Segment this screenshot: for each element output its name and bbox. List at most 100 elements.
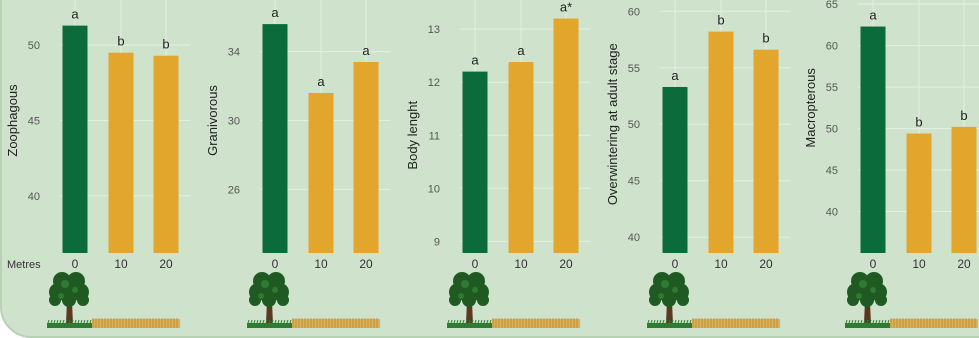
tree-canopy — [262, 293, 276, 307]
tree-canopy — [77, 294, 89, 306]
grass-blade — [869, 319, 872, 324]
grass-blade — [47, 319, 50, 324]
bar — [508, 62, 534, 253]
grass-strip-icon — [247, 319, 292, 328]
y-axis-title: Macropterous — [803, 68, 818, 148]
grass-blade — [860, 319, 863, 324]
grass-strip — [647, 323, 692, 328]
significance-letter: a — [362, 43, 370, 58]
chart-panel: 40 45 50 55 60 a 0 b 10 b 20 Overwintering at adult… — [605, 0, 790, 328]
grass-blade — [851, 319, 854, 324]
significance-letter: b — [117, 34, 124, 49]
grass-blade — [262, 319, 265, 324]
tree-canopy — [667, 272, 685, 290]
grass-blade — [689, 319, 692, 324]
y-tick-label: 60 — [826, 41, 838, 53]
tree-canopy — [677, 294, 689, 306]
grass-blade — [662, 319, 665, 324]
grass-blade — [62, 319, 65, 324]
bar — [906, 133, 932, 253]
x-tick-label: 20 — [159, 257, 173, 271]
tree-canopy-highlight — [58, 293, 64, 299]
grass-blade — [848, 319, 851, 324]
grass-blade — [50, 319, 53, 324]
grass-blade — [89, 319, 92, 324]
wheat-field — [92, 319, 180, 328]
y-tick-label: 34 — [228, 47, 240, 59]
y-tick-label: 10 — [428, 183, 440, 195]
grass-blade — [653, 319, 656, 324]
grass-blade — [456, 319, 459, 324]
chart-panel: 40 45 50 55 60 65 a 0 b 10 b 20 Macropterous — [803, 0, 979, 328]
grass-blade — [74, 319, 77, 324]
landscape-illustration — [845, 272, 978, 328]
tree-canopy — [249, 294, 261, 306]
grass-blade — [453, 319, 456, 324]
grass-blade — [854, 319, 857, 324]
grass-blade — [259, 319, 262, 324]
grass-blade — [280, 319, 283, 324]
x-tick-label: 0 — [72, 257, 79, 271]
significance-letter: b — [915, 115, 922, 130]
grass-blade — [875, 319, 878, 324]
tree-icon — [847, 272, 887, 324]
tree-canopy-highlight — [661, 280, 669, 288]
grass-blade — [483, 319, 486, 324]
y-tick-label: 50 — [628, 119, 640, 131]
grass-blade — [256, 319, 259, 324]
y-tick-label: 40 — [628, 232, 640, 244]
tree-canopy-highlight — [272, 287, 278, 293]
tree-canopy — [649, 294, 661, 306]
tree-canopy — [865, 272, 883, 290]
tree-icon — [449, 272, 489, 324]
chart-panel: 40 45 50 a 0 b 10 b 20 Zoophagous — [5, 0, 190, 328]
y-tick-label: 60 — [628, 6, 640, 18]
landscape-illustration — [247, 272, 380, 328]
wheat-field-icon — [692, 318, 780, 328]
y-tick-label: 26 — [228, 184, 240, 196]
wheat-field-icon — [292, 318, 380, 328]
grass-strip-icon — [47, 319, 92, 328]
grass-blade — [274, 319, 277, 324]
grass-blade — [680, 319, 683, 324]
grass-blade — [250, 319, 253, 324]
grass-blade — [668, 319, 671, 324]
grass-blade — [872, 319, 875, 324]
tree-canopy — [449, 294, 461, 306]
y-tick-label: 40 — [826, 207, 838, 219]
tree-icon — [249, 272, 289, 324]
x-tick-label: 20 — [957, 257, 971, 271]
wheat-field — [890, 319, 978, 328]
grass-strip-icon — [447, 319, 492, 328]
x-tick-label: 10 — [912, 257, 926, 271]
grass-blade — [65, 319, 68, 324]
grass-blade — [247, 319, 250, 324]
grass-strip — [845, 323, 890, 328]
grass-blade — [683, 319, 686, 324]
significance-letter: b — [762, 31, 769, 46]
y-tick-label: 9 — [434, 236, 440, 248]
bar — [951, 126, 977, 253]
grass-strip — [247, 323, 292, 328]
wheat-field — [492, 319, 580, 328]
significance-letter: a — [317, 74, 325, 89]
grass-blade — [80, 319, 83, 324]
grass-blade — [677, 319, 680, 324]
tree-canopy-highlight — [870, 287, 876, 293]
significance-letter: a — [869, 8, 877, 23]
y-axis-title: Granivorous — [205, 85, 220, 156]
grass-blade — [887, 319, 890, 324]
grass-blade — [459, 319, 462, 324]
grass-blade — [674, 319, 677, 324]
tree-canopy — [860, 293, 874, 307]
tree-canopy-highlight — [61, 280, 69, 288]
x-axis-title: Metres — [7, 259, 41, 271]
grass-blade — [650, 319, 653, 324]
grass-blade — [659, 319, 662, 324]
significance-letter: a — [671, 68, 679, 83]
tree-canopy-highlight — [672, 287, 678, 293]
grass-blade — [271, 319, 274, 324]
grass-blade — [863, 319, 866, 324]
x-tick-label: 0 — [870, 257, 877, 271]
y-tick-label: 55 — [826, 82, 838, 94]
